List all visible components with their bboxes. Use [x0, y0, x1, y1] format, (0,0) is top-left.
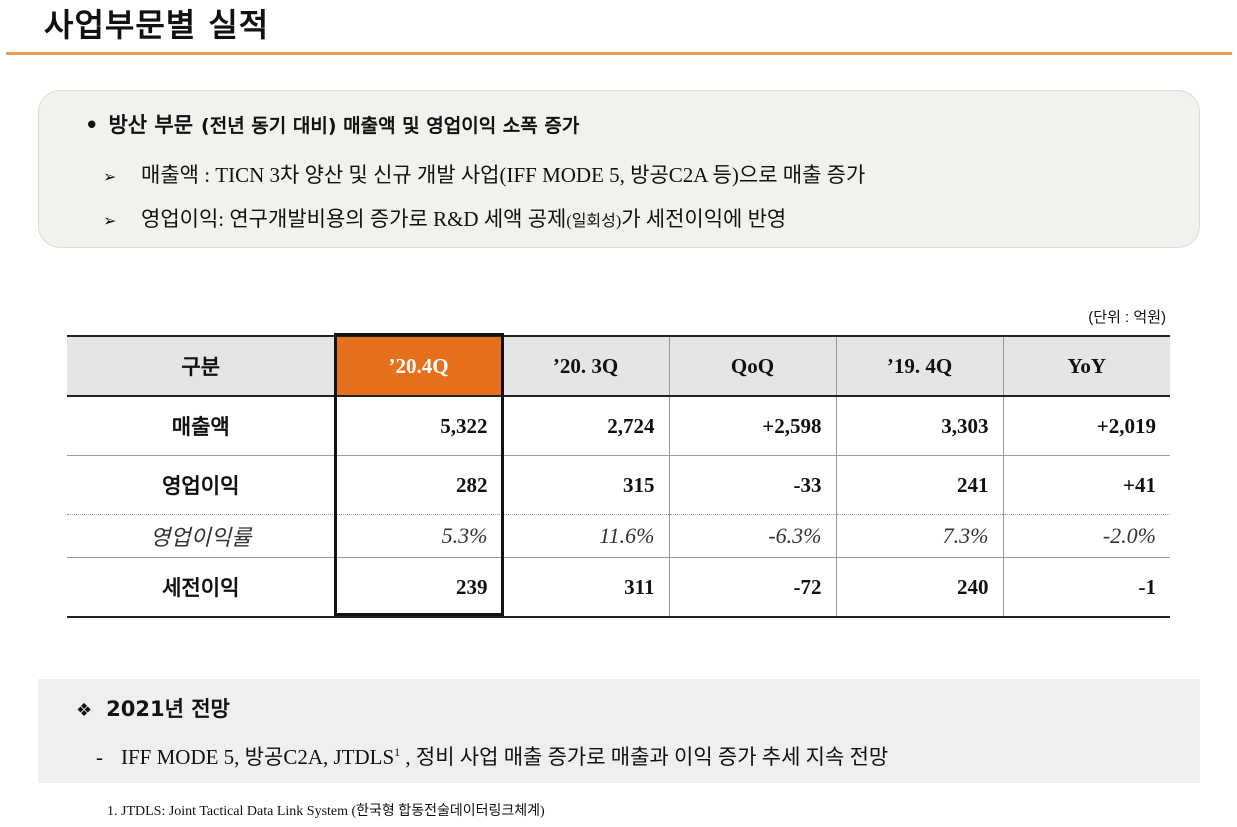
outlook-panel: ❖ 2021년 전망 - IFF MODE 5, 방공C2A, JTDLS1 , 정…: [38, 679, 1200, 783]
table-row-pretax-profit: 세전이익 239 311 -72 240 -1: [67, 557, 1170, 618]
table-cell: 241: [835, 455, 1003, 515]
summary-point-operating-profit: ➢ 영업이익: 연구개발비용의 증가로 R&D 세액 공제(일회성)가 세전이익에…: [103, 203, 786, 233]
point-text-small: (일회성): [566, 213, 622, 230]
bullet-icon: •: [85, 113, 99, 137]
table-cell: 2,724: [501, 396, 669, 456]
diamond-bullet-icon: ❖: [76, 700, 93, 721]
table-cell: -33: [668, 455, 836, 515]
table-cell: 315: [501, 455, 669, 515]
summary-panel: • 방산 부문 (전년 동기 대비) 매출액 및 영업이익 소폭 증가 ➢ 매출액 :…: [38, 90, 1200, 248]
header-19-4q: ’19. 4Q: [835, 335, 1003, 397]
table-cell: +2,019: [1002, 396, 1170, 456]
arrow-bullet-icon: ➢: [103, 213, 117, 230]
outlook-text-after: , 정비 사업 매출 증가로 매출과 이익 증가 추세 지속 전망: [405, 745, 889, 769]
table-cell: 7.3%: [835, 514, 1003, 558]
outlook-title: ❖ 2021년 전망: [76, 693, 230, 723]
row-label: 세전이익: [67, 557, 335, 618]
footnote: 1. JTDLS: Joint Tactical Data Link Syste…: [107, 804, 545, 819]
table-cell: 240: [835, 557, 1003, 618]
header-qoq: QoQ: [668, 335, 836, 397]
table-cell: 239: [334, 557, 502, 618]
title-underline: [6, 52, 1232, 55]
table-cell: -2.0%: [1002, 514, 1170, 558]
point-text: 영업이익: 연구개발비용의 증가로 R&D 세액 공제: [141, 207, 567, 231]
table-cell: -72: [668, 557, 836, 618]
table-cell: 11.6%: [501, 514, 669, 558]
outlook-line: - IFF MODE 5, 방공C2A, JTDLS1 , 정비 사업 매출 증가…: [96, 741, 888, 771]
table-cell: 282: [334, 455, 502, 515]
table-cell: -1: [1002, 557, 1170, 618]
header-20-3q: ’20. 3Q: [501, 335, 669, 397]
header-20-4q: ’20.4Q: [334, 335, 502, 397]
table-cell: 311: [501, 557, 669, 618]
summary-point-revenue: ➢ 매출액 : TICN 3차 양산 및 신규 개발 사업(IFF MODE 5,…: [103, 159, 865, 189]
outlook-text: IFF MODE 5, 방공C2A, JTDLS: [121, 745, 395, 769]
outlook-title-text: 2021년 전망: [106, 697, 230, 721]
unit-label: (단위 : 억원): [1088, 309, 1166, 326]
table-cell: 3,303: [835, 396, 1003, 456]
footnote-marker: 1: [394, 745, 401, 759]
summary-headline: • 방산 부문 (전년 동기 대비) 매출액 및 영업이익 소폭 증가: [85, 109, 579, 139]
table-cell: +2,598: [668, 396, 836, 456]
row-label: 영업이익: [67, 455, 335, 515]
row-label: 영업이익률: [67, 514, 335, 558]
headline-sub: (전년 동기 대비) 매출액 및 영업이익 소폭 증가: [201, 115, 580, 137]
performance-table: 구분 ’20.4Q ’20. 3Q QoQ ’19. 4Q YoY 매출액 5,…: [67, 335, 1170, 618]
dash-bullet: -: [96, 745, 103, 769]
table-cell: 5.3%: [334, 514, 502, 558]
headline-main: 방산 부문: [108, 113, 194, 137]
table-cell: +41: [1002, 455, 1170, 515]
point-text: 매출액 : TICN 3차 양산 및 신규 개발 사업(IFF MODE 5, …: [141, 163, 866, 187]
table-cell: -6.3%: [668, 514, 836, 558]
table-row-revenue: 매출액 5,322 2,724 +2,598 3,303 +2,019: [67, 396, 1170, 456]
header-category: 구분: [67, 335, 335, 397]
row-label: 매출액: [67, 396, 335, 456]
table-header-row: 구분 ’20.4Q ’20. 3Q QoQ ’19. 4Q YoY: [67, 335, 1170, 397]
header-yoy: YoY: [1002, 335, 1170, 397]
table-row-operating-margin: 영업이익률 5.3% 11.6% -6.3% 7.3% -2.0%: [67, 514, 1170, 558]
table-cell: 5,322: [334, 396, 502, 456]
table-row-operating-profit: 영업이익 282 315 -33 241 +41: [67, 455, 1170, 515]
arrow-bullet-icon: ➢: [103, 169, 117, 186]
point-text-after: 가 세전이익에 반영: [621, 207, 787, 231]
page-title: 사업부문별 실적: [44, 6, 270, 44]
